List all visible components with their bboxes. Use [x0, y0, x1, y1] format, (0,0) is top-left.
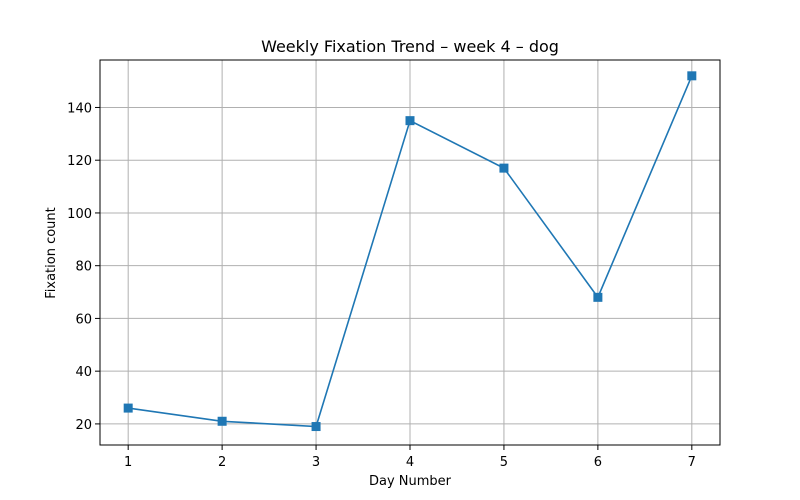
data-point: [687, 71, 697, 81]
y-axis-label: Fixation count: [44, 207, 59, 299]
x-tick-label: 3: [312, 455, 320, 470]
plot-frame: [99, 59, 721, 446]
data-point: [217, 416, 227, 426]
y-tick-label: 100: [67, 207, 92, 222]
data-point: [499, 163, 509, 173]
y-tick-label: 120: [67, 154, 92, 169]
axes: 1 2 3 4 5 6 7 20 40 60 80 100 120 140: [67, 59, 721, 470]
x-tick-label: 4: [406, 455, 414, 470]
data-point: [123, 403, 133, 413]
data-point: [593, 292, 603, 302]
x-tick-label: 6: [594, 455, 602, 470]
y-tick-label: 40: [75, 365, 92, 380]
x-tick-label: 1: [124, 455, 132, 470]
data-point: [311, 422, 321, 432]
y-tick-label: 20: [75, 418, 92, 433]
x-tick-label: 2: [218, 455, 226, 470]
chart-title: Weekly Fixation Trend – week 4 – dog: [261, 37, 559, 56]
y-tick-label: 60: [75, 312, 92, 327]
y-tick-label: 80: [75, 260, 92, 275]
x-axis-label: Day Number: [369, 474, 452, 489]
data-point: [405, 116, 415, 126]
x-tick-label: 7: [688, 455, 696, 470]
y-tick-label: 140: [67, 101, 92, 116]
x-tick-label: 5: [500, 455, 508, 470]
data-marks: [123, 71, 697, 432]
grid-lines: [100, 60, 720, 445]
